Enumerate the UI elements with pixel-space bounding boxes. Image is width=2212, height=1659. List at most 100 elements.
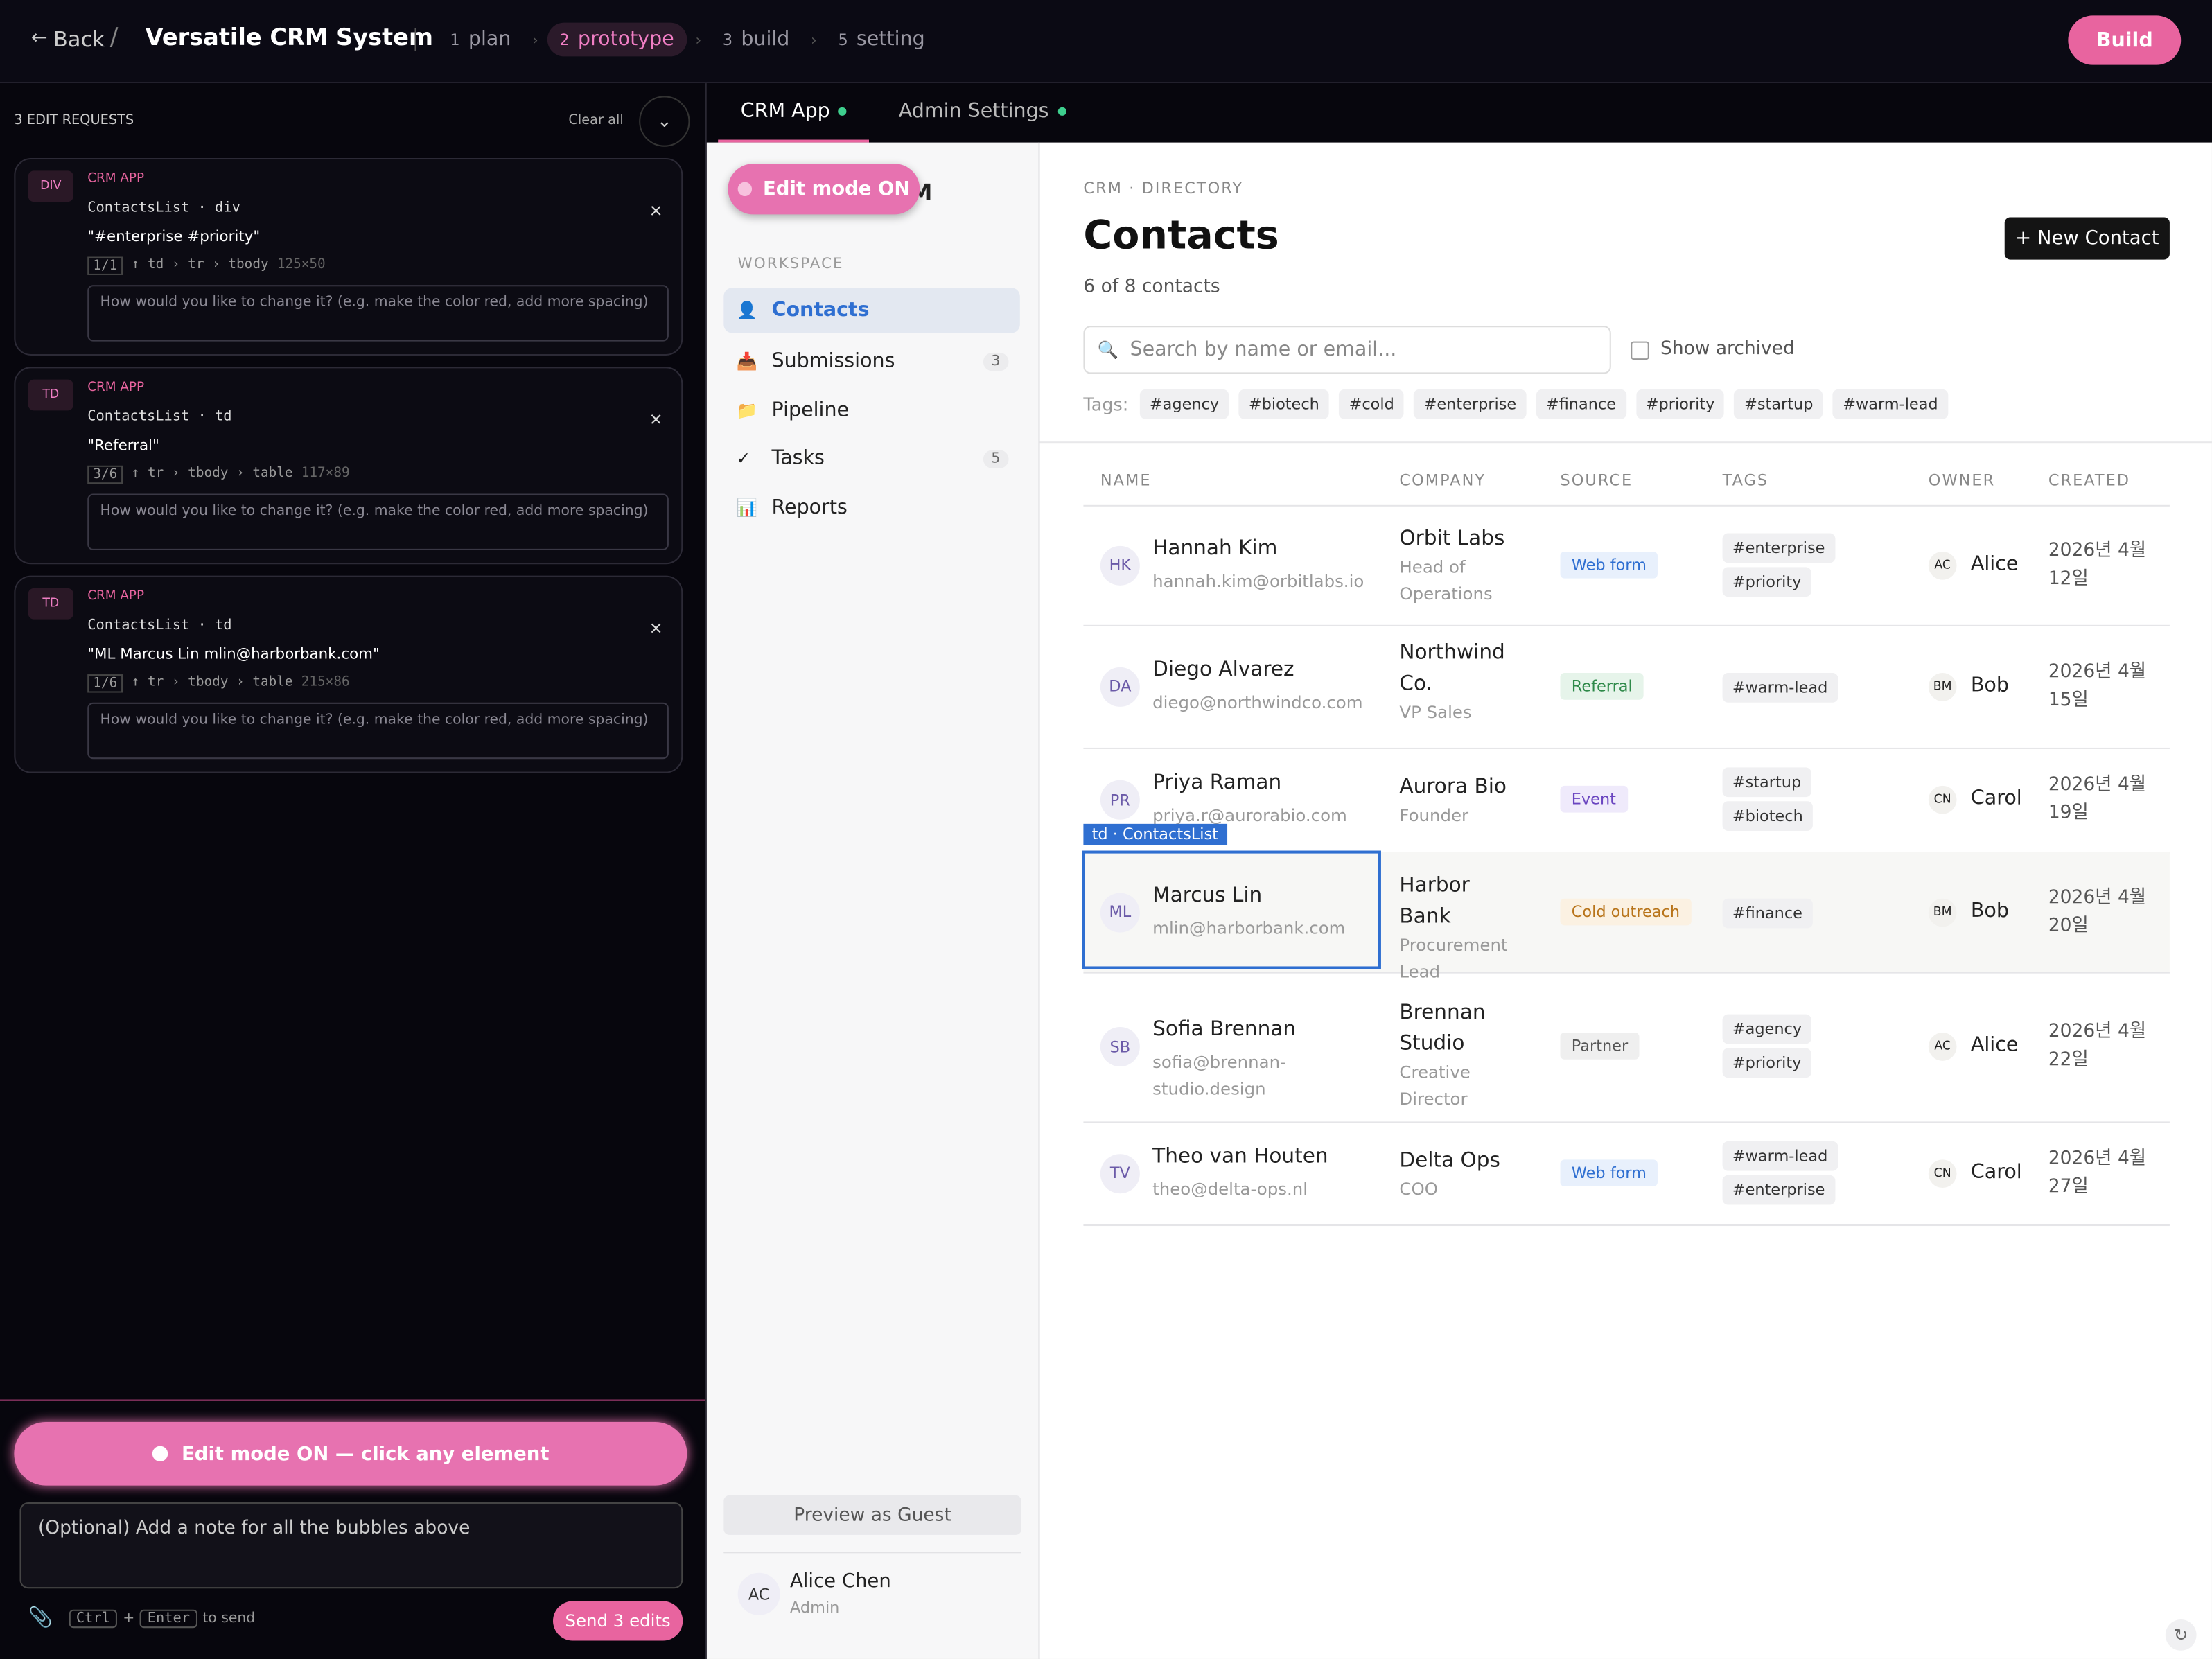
tab-label: CRM App: [740, 100, 830, 123]
status-dot: [1057, 107, 1066, 116]
table-row[interactable]: ML Marcus Lin mlin@harborbank.com Harbor Ba…: [1082, 823, 2170, 981]
badge-label: Edit mode ON: [762, 177, 911, 201]
contact-email: diego@northwindco.com: [1152, 692, 1363, 712]
column-header: SOURCE: [1560, 471, 1633, 490]
search-box[interactable]: 🔍 Search by name or email...: [1083, 326, 1611, 374]
company-name: Harbor Bank: [1399, 874, 1470, 928]
owner-avatar: BM: [1928, 897, 1957, 927]
back-button[interactable]: ← Back: [31, 27, 105, 53]
row-tag: #agency: [1722, 1014, 1812, 1044]
tab[interactable]: Admin Settings: [876, 83, 1088, 139]
nav-label: Tasks: [771, 447, 825, 470]
step[interactable]: 5 setting: [825, 23, 938, 57]
contact-avatar: SB: [1100, 1026, 1140, 1066]
clear-all[interactable]: Clear all: [568, 112, 624, 129]
panel-divider: [0, 1399, 705, 1401]
table-row[interactable]: SB Sofia Brennan sofia@brennan-studio.desi…: [1083, 972, 2170, 1123]
attach-icon: 📎: [28, 1606, 53, 1630]
selection-label: td · ContactsList: [1083, 823, 1227, 845]
dom-path: ↑ tr › tbody › table: [131, 674, 293, 690]
row-tag: #warm-lead: [1722, 672, 1838, 702]
created-date: 2026년 4월 20일: [2048, 886, 2147, 936]
nav-item[interactable]: 📊 Reports: [723, 485, 1019, 530]
plus: +: [123, 1610, 135, 1627]
nav-item[interactable]: 📥 Submissions 3: [723, 339, 1019, 384]
separator: /: [109, 24, 119, 53]
tag-chip[interactable]: #warm-lead: [1832, 389, 1948, 419]
nav-label: Reports: [771, 496, 848, 520]
owner-name: Bob: [1970, 899, 2009, 922]
edit-mode-badge[interactable]: Edit mode ON: [728, 164, 920, 215]
preview-button[interactable]: Preview as Guest: [723, 1495, 1021, 1535]
remove-button[interactable]: ×: [649, 617, 663, 638]
element-text: "Referral": [87, 437, 159, 455]
nav-count: 5: [983, 449, 1009, 468]
company-role: COO: [1399, 1178, 1438, 1199]
owner-name: Bob: [1970, 674, 2009, 696]
refresh-icon[interactable]: ↻: [2165, 1619, 2197, 1651]
status-dot: [737, 182, 752, 196]
tag-chip[interactable]: #agency: [1139, 389, 1229, 419]
row-tag: #finance: [1722, 897, 1813, 928]
tag-chip[interactable]: #biotech: [1238, 389, 1330, 419]
tag-chip[interactable]: #priority: [1635, 389, 1725, 419]
send-button[interactable]: Send 3 edits: [552, 1601, 683, 1641]
tab[interactable]: CRM App: [718, 83, 870, 143]
nav-item[interactable]: ✓ Tasks 5: [723, 436, 1019, 481]
step-label: setting: [856, 28, 925, 51]
edit-mode-label: Edit mode ON — click any element: [182, 1442, 550, 1466]
step[interactable]: 3 build: [710, 23, 802, 57]
note-input[interactable]: (Optional) Add a note for all the bubble…: [19, 1502, 683, 1589]
table-row[interactable]: PR Priya Raman priya.r@aurorabio.com Aurora…: [1083, 748, 2170, 854]
owner-avatar: AC: [1928, 1033, 1957, 1061]
change-input[interactable]: How would you like to change it? (e.g. m…: [87, 702, 669, 760]
contact-email: hannah.kim@orbitlabs.io: [1152, 570, 1364, 590]
table-row[interactable]: TV Theo van Houten theo@delta-ops.nl Delta …: [1083, 1121, 2170, 1227]
owner-name: Carol: [1970, 1160, 2022, 1183]
contact-name: Hannah Kim: [1152, 536, 1278, 560]
column-header: NAME: [1100, 471, 1152, 490]
tag-chip[interactable]: #finance: [1536, 389, 1626, 419]
edit-mode-button[interactable]: Edit mode ON — click any element: [14, 1421, 687, 1486]
remove-button[interactable]: ×: [649, 409, 663, 429]
edit-panel: 3 EDIT REQUESTS Clear all ⌄ DIV CRM APP Conta…: [0, 83, 707, 1659]
tag-chip[interactable]: #enterprise: [1414, 389, 1527, 419]
source-badge: Referral: [1560, 672, 1644, 699]
remove-button[interactable]: ×: [649, 200, 663, 220]
search-icon: 🔍: [1097, 340, 1119, 360]
step[interactable]: 1 plan: [437, 23, 524, 57]
step-chevron: ›: [532, 30, 538, 49]
source-badge: Event: [1560, 785, 1628, 813]
tag-chip[interactable]: #cold: [1339, 389, 1405, 419]
nav-icon: 👤: [736, 300, 758, 321]
new-contact-button[interactable]: + New Contact: [2004, 217, 2170, 260]
archived-checkbox[interactable]: [1631, 341, 1649, 360]
nav-item[interactable]: 📁 Pipeline: [723, 388, 1019, 433]
change-input[interactable]: How would you like to change it? (e.g. m…: [87, 493, 669, 550]
step-label: prototype: [577, 28, 674, 51]
company-role: Head of Operations: [1399, 556, 1493, 604]
element-index: 1/1: [87, 256, 123, 275]
tags-label: Tags:: [1083, 393, 1129, 415]
source-badge: Partner: [1560, 1033, 1640, 1060]
change-input[interactable]: How would you like to change it? (e.g. m…: [87, 285, 669, 342]
source-badge: Web form: [1560, 550, 1658, 578]
row-tag: #enterprise: [1722, 1174, 1835, 1204]
collapse-button[interactable]: ⌄: [639, 96, 690, 147]
company-role: Founder: [1399, 805, 1469, 825]
element-tag: TD: [28, 379, 73, 411]
step[interactable]: 2 prototype: [547, 22, 687, 57]
table-row[interactable]: HK Hannah Kim hannah.kim@orbitlabs.io Orbit…: [1083, 505, 2170, 626]
nav-count: 3: [983, 351, 1009, 371]
tags-cell: #startup #biotech: [1722, 763, 1814, 835]
tag-chip[interactable]: #startup: [1734, 389, 1823, 419]
edit-request-card: TD CRM APP ContactsList · td × "Referral" 3/6…: [14, 367, 683, 565]
build-button[interactable]: Build: [2068, 15, 2182, 65]
company-name: Delta Ops: [1399, 1149, 1500, 1172]
search-placeholder: Search by name or email...: [1130, 338, 1397, 362]
element-size: 117×89: [301, 465, 350, 482]
table-row[interactable]: DA Diego Alvarez diego@northwindco.com Nort…: [1083, 625, 2170, 749]
component-name: ContactsList · div: [87, 200, 240, 216]
nav-item[interactable]: 👤 Contacts: [723, 288, 1020, 333]
step-label: plan: [468, 28, 511, 51]
